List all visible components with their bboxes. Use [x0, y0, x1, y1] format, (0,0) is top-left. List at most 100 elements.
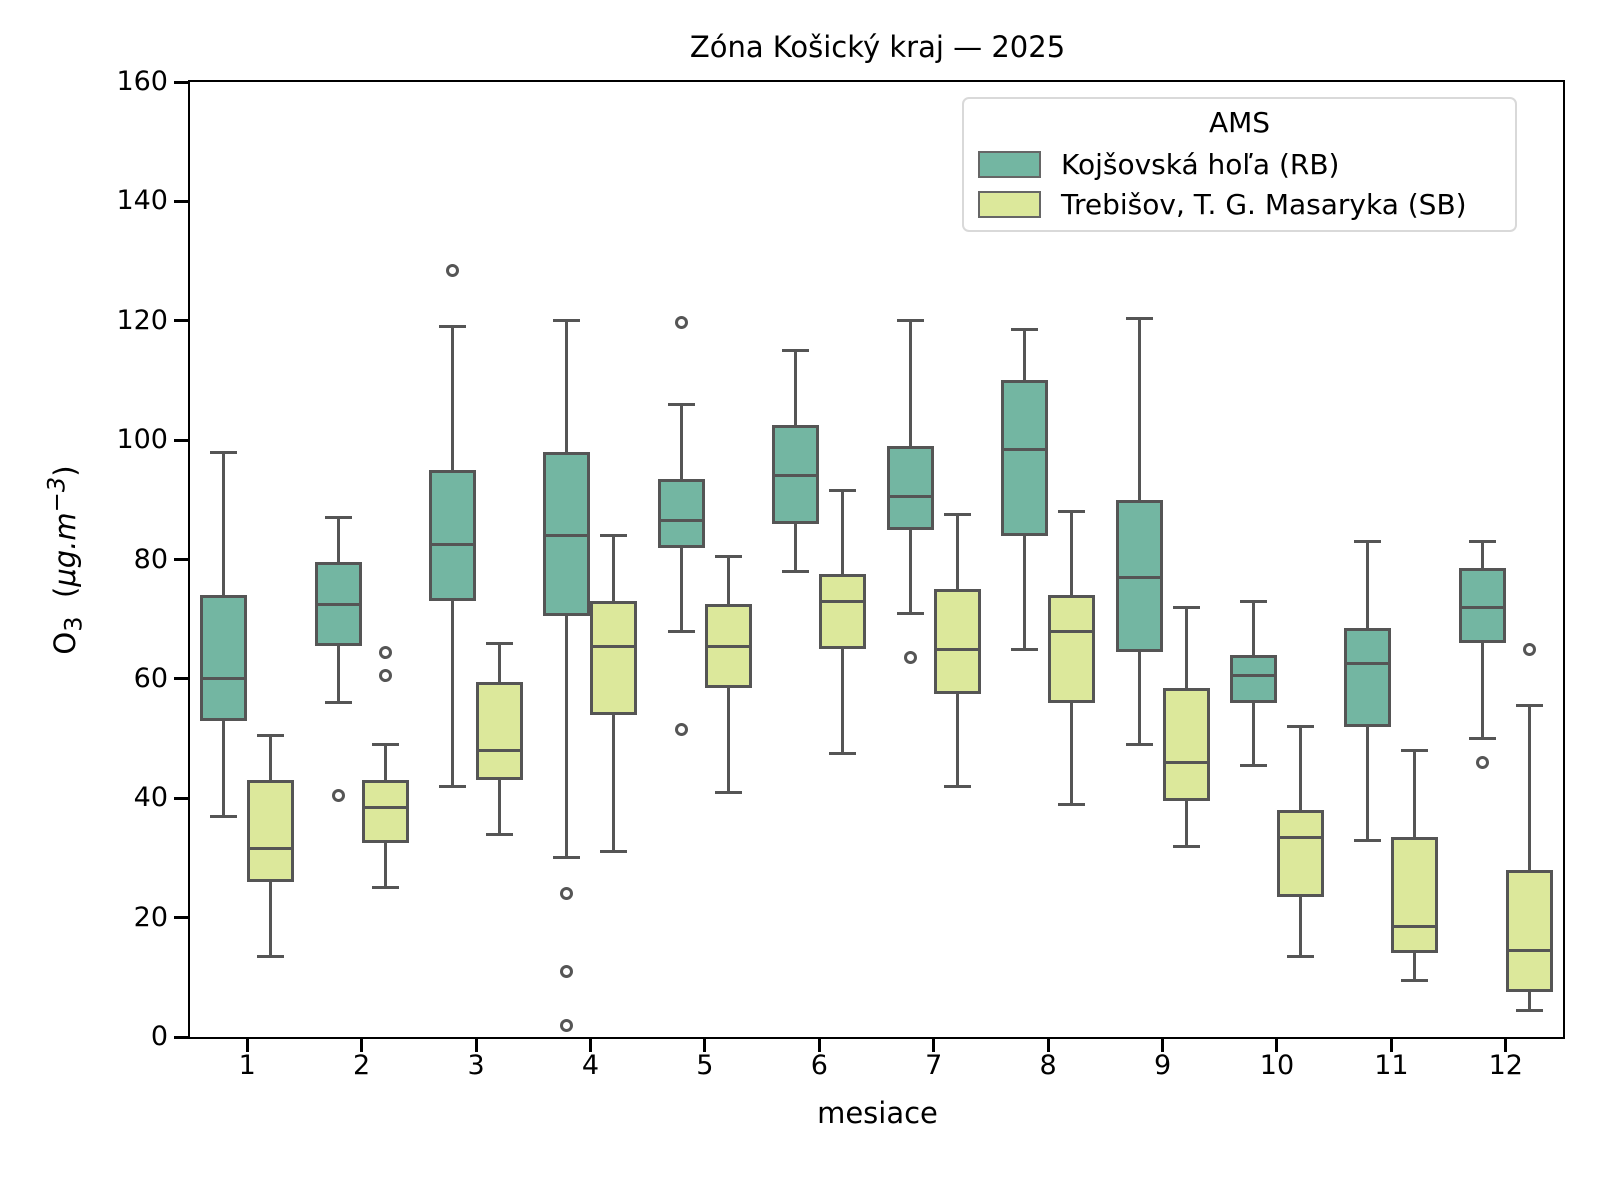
legend-box: AMS Kojšovská hoľa (RB) Trebišov, T. G. … — [962, 97, 1517, 232]
median-sb-m10 — [1279, 835, 1321, 839]
median-sb-m5 — [707, 644, 749, 648]
box-sb-m1 — [247, 780, 295, 882]
whisker-lower-sb-m5 — [726, 687, 730, 793]
outlier-rb-m5 — [674, 723, 688, 737]
median-rb-m2 — [317, 602, 359, 606]
x-tick-mark — [245, 1039, 249, 1052]
whisker-cap-top-sb-m10 — [1286, 725, 1314, 729]
x-tick-label: 11 — [1374, 1050, 1409, 1081]
median-sb-m3 — [479, 749, 521, 752]
whisker-cap-bottom-rb-m5 — [667, 629, 695, 633]
y-tick-mark — [174, 319, 188, 323]
whisker-lower-sb-m10 — [1298, 896, 1302, 957]
whisker-cap-bottom-sb-m6 — [829, 751, 857, 755]
whisker-cap-top-sb-m7 — [943, 513, 971, 517]
whisker-cap-top-rb-m11 — [1354, 540, 1382, 544]
median-sb-m9 — [1165, 760, 1207, 764]
whisker-cap-bottom-sb-m4 — [600, 850, 628, 854]
box-rb-m5 — [657, 478, 705, 548]
whisker-cap-bottom-rb-m9 — [1125, 743, 1153, 747]
whisker-upper-rb-m1 — [222, 452, 226, 596]
whisker-lower-rb-m5 — [679, 547, 683, 632]
legend-entry-rb: Kojšovská hoľa (RB) — [978, 148, 1515, 181]
whisker-upper-sb-m6 — [841, 490, 845, 575]
outlier-sb-m2 — [378, 645, 392, 659]
whisker-upper-sb-m5 — [726, 556, 730, 605]
median-sb-m11 — [1394, 925, 1436, 929]
outlier-rb-m4 — [560, 1018, 574, 1032]
box-rb-m3 — [429, 469, 477, 602]
whisker-lower-rb-m6 — [794, 523, 798, 572]
x-tick-label: 9 — [1153, 1050, 1172, 1081]
y-tick-label: 160 — [116, 66, 168, 97]
whisker-cap-top-sb-m9 — [1172, 605, 1200, 609]
whisker-upper-rb-m11 — [1366, 541, 1370, 629]
median-sb-m8 — [1051, 629, 1093, 633]
x-tick-mark — [1389, 1039, 1393, 1052]
x-tick-mark — [1046, 1039, 1050, 1052]
whisker-lower-rb-m4 — [565, 616, 569, 858]
outlier-rb-m12 — [1475, 755, 1489, 769]
whisker-lower-sb-m11 — [1413, 953, 1417, 981]
whisker-cap-bottom-rb-m10 — [1239, 763, 1267, 767]
whisker-cap-top-sb-m5 — [714, 555, 742, 559]
box-sb-m3 — [476, 681, 524, 781]
whisker-cap-bottom-sb-m8 — [1058, 802, 1086, 806]
whisker-upper-rb-m8 — [1023, 329, 1027, 381]
whisker-upper-rb-m10 — [1251, 601, 1255, 655]
whisker-lower-rb-m10 — [1251, 702, 1255, 766]
median-sb-m7 — [936, 647, 978, 651]
whisker-cap-top-rb-m8 — [1011, 328, 1039, 332]
whisker-lower-sb-m9 — [1184, 801, 1188, 846]
whisker-upper-rb-m6 — [794, 350, 798, 426]
x-tick-mark — [932, 1039, 936, 1052]
y-tick-label: 60 — [133, 662, 168, 694]
whisker-lower-rb-m1 — [222, 720, 226, 817]
y-tick-mark — [174, 916, 188, 920]
legend-label-rb: Kojšovská hoľa (RB) — [1061, 148, 1340, 181]
whisker-cap-top-rb-m12 — [1468, 540, 1496, 544]
median-sb-m2 — [364, 805, 406, 809]
x-tick-label: 2 — [353, 1050, 371, 1081]
whisker-lower-sb-m8 — [1070, 702, 1074, 805]
x-tick-label: 10 — [1259, 1050, 1295, 1081]
y-tick-mark — [174, 796, 188, 800]
whisker-cap-top-sb-m3 — [486, 641, 514, 645]
x-tick-mark — [474, 1039, 478, 1052]
whisker-cap-top-rb-m2 — [324, 516, 352, 520]
whisker-cap-top-rb-m7 — [896, 319, 924, 323]
whisker-cap-bottom-sb-m3 — [486, 832, 514, 836]
x-tick-mark — [360, 1039, 364, 1052]
box-rb-m11 — [1344, 628, 1392, 727]
whisker-lower-sb-m2 — [383, 843, 387, 888]
y-tick-mark — [174, 677, 188, 681]
legend-swatch-rb — [978, 151, 1041, 178]
box-sb-m9 — [1162, 687, 1210, 802]
whisker-cap-top-sb-m1 — [257, 734, 285, 738]
whisker-lower-sb-m12 — [1527, 992, 1531, 1011]
whisker-upper-rb-m4 — [565, 320, 569, 453]
x-axis-label: mesiace — [817, 1096, 938, 1130]
median-rb-m10 — [1232, 674, 1274, 678]
whisker-cap-top-rb-m4 — [553, 319, 581, 323]
y-axis-label-subscript: 3 — [59, 616, 88, 632]
legend-label-sb: Trebišov, T. G. Masaryka (SB) — [1061, 188, 1467, 221]
whisker-lower-sb-m4 — [612, 714, 616, 852]
whisker-cap-top-sb-m8 — [1058, 510, 1086, 514]
whisker-lower-sb-m7 — [955, 693, 959, 787]
whisker-upper-rb-m2 — [336, 517, 340, 563]
outlier-sb-m2 — [378, 669, 392, 683]
whisker-cap-bottom-sb-m2 — [371, 886, 399, 890]
x-tick-mark — [1161, 1039, 1165, 1052]
whisker-cap-top-rb-m6 — [782, 349, 810, 353]
y-tick-mark — [174, 1035, 188, 1039]
y-tick-label: 0 — [150, 1021, 168, 1052]
whisker-lower-sb-m6 — [841, 649, 845, 754]
whisker-upper-rb-m9 — [1137, 318, 1141, 500]
whisker-lower-rb-m12 — [1480, 643, 1484, 739]
whisker-cap-bottom-sb-m10 — [1286, 954, 1314, 958]
x-tick-label: 8 — [1039, 1050, 1057, 1081]
outlier-rb-m5 — [674, 316, 688, 330]
outlier-rb-m2 — [331, 788, 345, 802]
median-rb-m11 — [1347, 662, 1389, 666]
